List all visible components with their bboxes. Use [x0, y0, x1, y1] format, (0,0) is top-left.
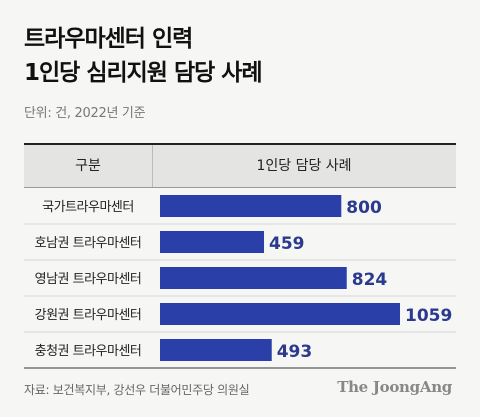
value-label: 1059 — [405, 306, 452, 326]
value-label: 800 — [346, 198, 382, 218]
category-label: 영남권 트라우마센터 — [35, 272, 142, 287]
bar — [160, 195, 342, 217]
value-label: 459 — [269, 234, 305, 254]
chart-title-line-2: 1인당 심리지원 담당 사례 — [24, 60, 263, 86]
category-label: 호남권 트라우마센터 — [35, 236, 142, 251]
bar — [160, 231, 265, 253]
value-label: 824 — [352, 270, 388, 290]
category-label: 충청권 트라우마센터 — [35, 344, 142, 359]
chart-title: 트라우마센터 인력 1인당 심리지원 담당 사례 — [24, 22, 263, 90]
header-divider — [152, 145, 153, 187]
source-note: 자료: 보건복지부, 강선우 더불어민주당 의원실 — [24, 383, 250, 397]
bar — [160, 339, 272, 361]
header-category: 구분 — [75, 158, 101, 174]
brand-logo: The JoongAng — [337, 378, 452, 396]
bar — [160, 303, 400, 325]
table-top-rule — [24, 143, 456, 145]
header-value: 1인당 담당 사례 — [256, 158, 352, 174]
chart-subtitle: 단위: 건, 2022년 기준 — [24, 106, 146, 121]
table-header: 구분 1인당 담당 사례 — [24, 145, 456, 187]
category-label: 국가트라우마센터 — [42, 200, 134, 215]
value-label: 493 — [277, 342, 313, 362]
chart-title-line-1: 트라우마센터 인력 — [24, 26, 193, 52]
bar — [160, 267, 347, 289]
header-bottom-rule — [24, 187, 456, 188]
category-label: 강원권 트라우마센터 — [35, 308, 142, 323]
